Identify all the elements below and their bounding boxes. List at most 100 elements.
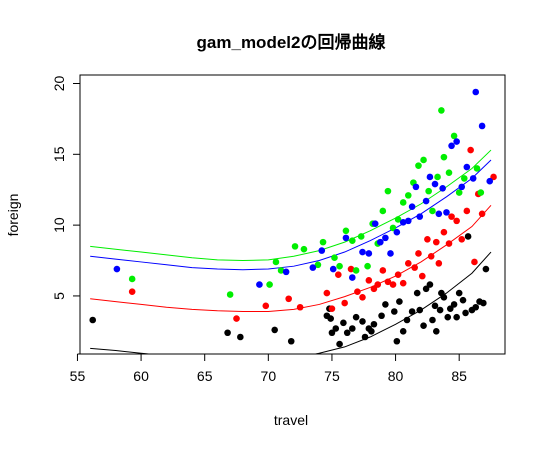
point-green (336, 262, 343, 270)
point-blue (365, 250, 373, 257)
point-red (453, 217, 460, 225)
point-black (455, 289, 463, 297)
point-black (480, 299, 487, 307)
point-green (128, 275, 136, 283)
point-red (389, 281, 397, 288)
point-blue (342, 234, 350, 242)
point-black (436, 306, 444, 314)
point-red (341, 299, 348, 307)
curve-green (90, 149, 492, 262)
chart-title: gam_model2の回帰曲線 (197, 32, 386, 52)
point-red (467, 146, 474, 154)
point-red (440, 228, 448, 236)
point-blue (382, 234, 389, 242)
point-blue (404, 217, 412, 225)
y-tick-label: 20 (51, 76, 67, 92)
point-red (379, 267, 387, 274)
point-blue (318, 247, 326, 254)
point-black (382, 301, 389, 308)
point-black (444, 313, 452, 321)
point-red (418, 272, 426, 280)
x-tick-label: 80 (388, 368, 404, 384)
point-black (453, 313, 460, 321)
point-red (427, 252, 435, 260)
point-red (432, 238, 440, 246)
point-red (359, 294, 366, 301)
point-green (399, 199, 407, 206)
point-red (335, 271, 342, 278)
point-blue (472, 88, 480, 96)
point-black (393, 337, 401, 345)
point-green (300, 245, 308, 253)
point-red (458, 235, 466, 243)
point-blue (478, 122, 486, 130)
point-blue (469, 175, 477, 182)
point-black (459, 296, 467, 304)
point-black (462, 309, 469, 317)
point-blue (408, 203, 416, 211)
point-red (399, 279, 407, 287)
point-blue (443, 209, 450, 216)
point-green (477, 189, 485, 196)
point-blue (435, 210, 443, 218)
y-tick-label: 5 (51, 292, 67, 300)
y-tick-label: 10 (51, 217, 67, 233)
point-red (296, 303, 304, 311)
point-red (445, 240, 453, 247)
point-red (394, 271, 402, 278)
point-red (478, 210, 486, 218)
point-black (224, 329, 231, 337)
point-red (354, 288, 361, 295)
point-black (359, 318, 366, 325)
point-black (440, 294, 448, 301)
point-black (340, 319, 347, 327)
point-black (431, 302, 439, 310)
point-blue (416, 213, 424, 220)
point-blue (448, 142, 455, 150)
x-tick-label: 60 (133, 368, 149, 384)
point-blue (399, 218, 407, 226)
point-green (460, 175, 468, 182)
point-blue (393, 228, 401, 236)
y-axis-label: foreign (5, 194, 21, 237)
point-red (285, 295, 292, 303)
x-tick-label: 65 (197, 368, 213, 384)
point-green (438, 107, 445, 114)
point-black (426, 281, 434, 288)
point-green (352, 267, 360, 274)
point-black (464, 233, 472, 240)
point-red (370, 285, 378, 293)
point-green (420, 156, 427, 164)
point-black (328, 329, 336, 337)
point-red (411, 264, 418, 271)
x-tick-label: 75 (324, 368, 340, 384)
point-black (391, 308, 398, 315)
point-blue (463, 163, 471, 171)
point-black (336, 340, 343, 348)
point-black (271, 326, 278, 334)
point-green (226, 291, 234, 298)
point-green (429, 207, 436, 215)
point-black (482, 265, 490, 273)
point-blue (377, 238, 384, 246)
point-red (128, 288, 136, 295)
point-green (473, 165, 481, 172)
point-blue (329, 265, 337, 273)
point-green (349, 237, 356, 244)
point-green (319, 238, 327, 246)
point-black (349, 325, 356, 332)
point-red (404, 260, 412, 267)
point-red (374, 281, 382, 288)
point-green (291, 243, 299, 250)
point-red (262, 302, 270, 310)
point-black (416, 306, 424, 314)
point-black (237, 333, 244, 341)
point-blue (282, 268, 290, 276)
point-black (450, 301, 458, 308)
point-green (455, 189, 463, 196)
point-red (323, 289, 331, 297)
point-black (413, 289, 421, 297)
point-green (389, 224, 397, 232)
point-blue (422, 197, 430, 205)
